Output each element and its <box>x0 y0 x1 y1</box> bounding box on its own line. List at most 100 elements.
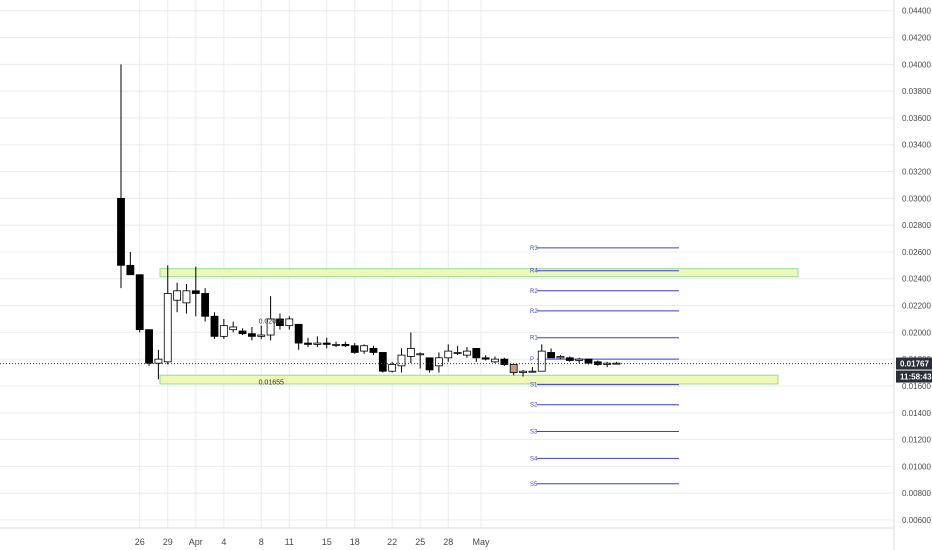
y-tick-label: 0.01400 <box>902 409 931 418</box>
price-axis[interactable]: 0.04400 0.04200 0.04000 0.03800 0.03600 0.034… <box>902 7 931 525</box>
candle-body <box>612 362 621 365</box>
y-tick-label: 0.03000 <box>902 194 931 203</box>
candle-body <box>163 293 172 363</box>
zone-rect <box>159 268 799 278</box>
y-tick-label: 0.02800 <box>902 221 931 230</box>
pivot-label: S5 <box>530 482 538 488</box>
candle-body <box>247 333 256 337</box>
candle-body <box>154 358 163 364</box>
candle-body <box>126 264 135 276</box>
candle-body <box>304 342 312 345</box>
x-tick-label: 26 <box>135 537 145 547</box>
y-tick-label: 0.01600 <box>902 382 931 391</box>
pivot-label: S3 <box>530 430 538 436</box>
support-resistance-zones <box>159 268 799 385</box>
x-tick-label: 18 <box>350 537 360 547</box>
price-annotation: 0.01655 <box>259 380 284 387</box>
candle-body <box>360 345 369 352</box>
pivot-label: S1 <box>530 383 538 389</box>
candle-body <box>406 348 415 357</box>
x-tick-label: 4 <box>221 537 226 547</box>
y-tick-label: 0.02000 <box>902 328 931 337</box>
candle-body <box>500 358 509 365</box>
countdown-value: 11:58:43 <box>900 373 932 382</box>
candle-body <box>219 325 228 337</box>
candle-body <box>294 323 303 344</box>
candle-body <box>266 318 275 336</box>
candle-body <box>453 352 462 354</box>
candle-body <box>276 318 284 327</box>
time-axis[interactable]: 26 29 Apr 4 8 11 15 18 22 25 28 May <box>135 537 490 547</box>
pivot-label: R4 <box>530 269 538 275</box>
candle-body <box>556 356 565 359</box>
y-tick-label: 0.02600 <box>902 248 931 257</box>
candle-body <box>519 370 527 373</box>
candle-body <box>182 290 191 304</box>
y-tick-label: 0.00800 <box>902 489 931 498</box>
grid-lines <box>0 0 894 528</box>
candle-body <box>117 197 125 266</box>
candle-body <box>584 358 593 364</box>
pivot-label: S2 <box>530 403 538 409</box>
candle-body <box>547 352 555 359</box>
x-tick-label: 8 <box>259 537 264 547</box>
candle-body <box>210 315 219 337</box>
candle-body <box>135 274 144 331</box>
candle-body <box>388 364 397 372</box>
y-tick-label: 0.02200 <box>902 302 931 311</box>
y-tick-label: 0.04000 <box>902 60 931 69</box>
candle-body <box>201 293 210 317</box>
y-tick-label: 0.03600 <box>902 114 931 123</box>
candle-body <box>509 364 518 373</box>
pivot-label: P <box>530 357 534 363</box>
y-tick-label: 0.03800 <box>902 87 931 96</box>
x-tick-label: Apr <box>189 537 203 547</box>
x-tick-label: 22 <box>387 537 397 547</box>
candle-body <box>257 334 266 337</box>
candle-body <box>537 350 546 372</box>
y-tick-label: 0.02400 <box>902 275 931 284</box>
candle-body <box>463 350 471 356</box>
last-price-value: 0.01767 <box>900 360 929 369</box>
candle-body <box>378 352 387 372</box>
y-tick-label: 0.04200 <box>902 34 931 43</box>
y-tick-label: 0.03200 <box>902 168 931 177</box>
pivot-label: R1 <box>530 336 538 342</box>
candle-body <box>145 329 153 364</box>
candle-body <box>332 344 340 346</box>
y-tick-label: 0.04400 <box>902 7 931 16</box>
pivot-label: R2 <box>530 289 538 295</box>
candle-body <box>285 318 294 327</box>
y-tick-label: 0.01000 <box>902 462 931 471</box>
x-tick-label: 28 <box>443 537 453 547</box>
pivot-label: R3 <box>530 246 538 252</box>
x-tick-label: 15 <box>322 537 332 547</box>
candle-body <box>491 358 499 363</box>
candle-body <box>444 350 453 359</box>
pivot-label: R2 <box>530 309 538 315</box>
price-annotations: 0.02005 0.01655 <box>259 319 284 387</box>
y-tick-label: 0.03400 <box>902 141 931 150</box>
candle-body <box>350 345 359 353</box>
candle-body <box>472 348 481 359</box>
countdown-tag <box>896 370 932 383</box>
x-tick-label: 11 <box>285 537 294 547</box>
candle-body <box>416 353 425 356</box>
candle-body <box>173 290 182 301</box>
candle-body <box>322 342 331 345</box>
candle-body <box>565 357 574 361</box>
zone-rect <box>159 374 779 385</box>
candle-body <box>397 354 406 367</box>
price-annotation: 0.02005 <box>259 319 284 326</box>
y-tick-label: 0.00600 <box>902 516 931 525</box>
y-tick-label: 0.01200 <box>902 436 931 445</box>
candle-body <box>528 370 537 373</box>
pivot-label: S4 <box>530 456 538 462</box>
candle-body <box>481 357 490 360</box>
candle-body <box>575 358 584 361</box>
x-tick-label: May <box>472 537 490 547</box>
pivot-levels: R3 R4 R2 R2 R1 P S1 S2 S3 S4 S5 <box>530 246 679 488</box>
last-price-tag <box>896 357 932 370</box>
candle-body <box>434 357 443 367</box>
